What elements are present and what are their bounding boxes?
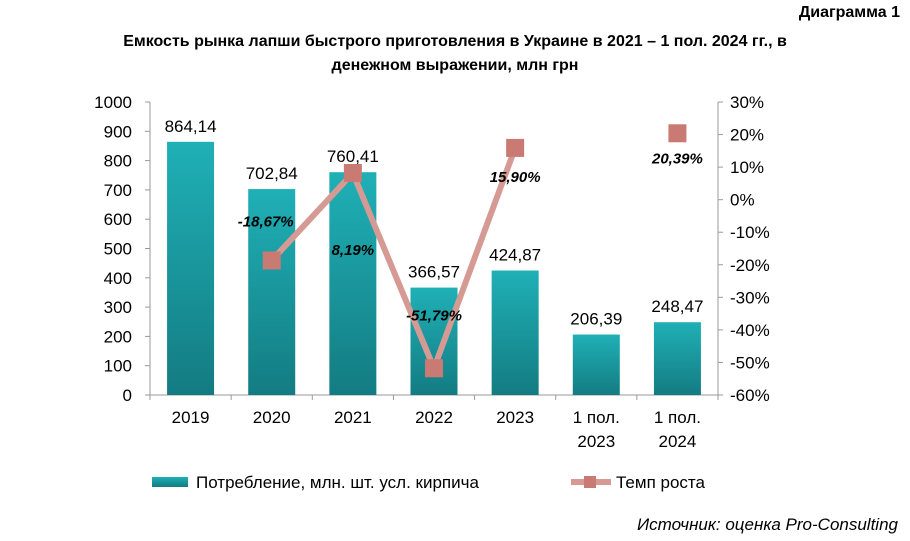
y-left-tick-label: 900	[104, 122, 132, 141]
y-right-tick-label: 0%	[730, 191, 755, 210]
bar-value-label: 206,39	[570, 310, 622, 329]
y-left-tick-label: 300	[104, 298, 132, 317]
bar-value-label: 424,87	[489, 246, 541, 265]
source-note: Источник: оценка Pro-Consulting	[636, 515, 898, 534]
bar-value-label: 702,84	[246, 164, 298, 183]
y-right-tick-label: -10%	[730, 223, 770, 242]
y-left-tick-label: 0	[123, 386, 132, 405]
legend-bar-label: Потребление, млн. шт. усл. кирпича	[196, 473, 479, 492]
growth-marker	[425, 359, 443, 378]
bar	[248, 189, 296, 395]
x-tick-label: 2020	[253, 408, 291, 427]
y-right-tick-label: -50%	[730, 353, 770, 372]
diagram-number: Диаграмма 1	[798, 4, 900, 21]
y-right-tick-label: 10%	[730, 158, 764, 177]
growth-value-label: -51,79%	[406, 307, 462, 324]
x-tick-label: 1 пол.	[654, 408, 701, 427]
chart-title-line-1: Емкость рынка лапши быстрого приготовлен…	[123, 33, 787, 50]
y-right-tick-label: 30%	[730, 93, 764, 112]
x-tick-label: 2024	[659, 432, 697, 451]
chart-title: Емкость рынка лапши быстрого приготовлен…	[0, 30, 910, 78]
growth-value-label: 8,19%	[332, 242, 375, 259]
bar	[572, 334, 620, 395]
y-left-tick-label: 400	[104, 269, 132, 288]
y-right-tick-label: -20%	[730, 256, 770, 275]
bar	[491, 270, 539, 395]
x-tick-label: 2021	[334, 408, 372, 427]
y-right-tick-label: -40%	[730, 321, 770, 340]
legend-marker-swatch	[584, 476, 596, 488]
y-right-tick-label: -30%	[730, 288, 770, 307]
y-left-tick-label: 700	[104, 181, 132, 200]
legend-line-label: Темп роста	[616, 473, 706, 492]
bar	[653, 322, 701, 395]
x-tick-label: 2019	[172, 408, 210, 427]
y-left-tick-label: 1000	[94, 93, 132, 112]
y-left-tick-label: 600	[104, 210, 132, 229]
bar-value-label: 760,41	[327, 147, 379, 166]
chart-title-line-2: денежном выражении, млн грн	[331, 57, 579, 74]
legend-bar-swatch	[152, 477, 188, 487]
x-tick-label: 2023	[577, 432, 615, 451]
growth-value-label: 15,90%	[490, 169, 541, 186]
growth-marker	[262, 251, 281, 270]
y-right-tick-label: 20%	[730, 126, 764, 145]
growth-marker	[343, 164, 362, 183]
y-left-tick-label: 500	[104, 240, 132, 259]
x-tick-label: 2022	[415, 408, 453, 427]
bar	[410, 287, 458, 395]
x-tick-label: 1 пол.	[573, 408, 620, 427]
y-left-tick-label: 200	[104, 327, 132, 346]
bar	[167, 141, 215, 395]
y-left-tick-label: 800	[104, 152, 132, 171]
growth-marker	[506, 138, 525, 157]
y-left-tick-label: 100	[104, 357, 132, 376]
y-right-tick-label: -60%	[730, 386, 770, 405]
bar-value-label: 366,57	[408, 263, 460, 282]
growth-value-label: -18,67%	[238, 213, 294, 230]
bar-value-label: 248,47	[651, 297, 703, 316]
bar-value-label: 864,14	[165, 117, 217, 136]
x-tick-label: 2023	[496, 408, 534, 427]
growth-value-label: 20,39%	[651, 150, 703, 167]
growth-marker	[668, 124, 687, 143]
growth-line	[269, 146, 518, 372]
